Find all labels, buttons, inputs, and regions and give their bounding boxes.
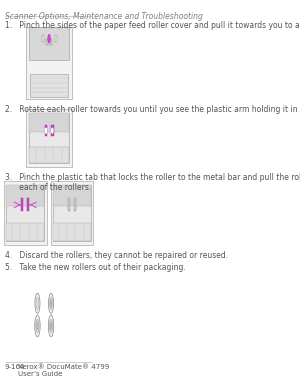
Text: User’s Guide: User’s Guide xyxy=(19,371,63,377)
Circle shape xyxy=(37,323,38,329)
FancyBboxPatch shape xyxy=(4,181,47,245)
FancyBboxPatch shape xyxy=(27,199,29,211)
FancyBboxPatch shape xyxy=(7,185,44,241)
FancyBboxPatch shape xyxy=(29,113,69,163)
Circle shape xyxy=(48,315,54,337)
Circle shape xyxy=(50,297,52,310)
Circle shape xyxy=(36,297,39,310)
Text: 9-164: 9-164 xyxy=(5,364,25,370)
FancyBboxPatch shape xyxy=(53,185,91,206)
Text: 3.   Pinch the plastic tab that locks the roller to the metal bar and pull the r: 3. Pinch the plastic tab that locks the … xyxy=(5,173,300,192)
Circle shape xyxy=(36,319,39,333)
FancyBboxPatch shape xyxy=(51,125,54,136)
Text: 1.   Pinch the sides of the paper feed roller cover and pull it towards you to a: 1. Pinch the sides of the paper feed rol… xyxy=(5,21,300,30)
FancyBboxPatch shape xyxy=(46,39,52,45)
Text: Xerox® DocuMate® 4799: Xerox® DocuMate® 4799 xyxy=(19,364,110,370)
FancyBboxPatch shape xyxy=(21,199,23,211)
FancyBboxPatch shape xyxy=(68,199,70,211)
Circle shape xyxy=(35,293,40,314)
Circle shape xyxy=(50,323,52,329)
FancyBboxPatch shape xyxy=(29,147,69,163)
Text: Scanner Options, Maintenance and Troubleshooting: Scanner Options, Maintenance and Trouble… xyxy=(5,12,203,21)
Circle shape xyxy=(52,128,53,133)
FancyBboxPatch shape xyxy=(74,199,76,211)
FancyBboxPatch shape xyxy=(29,113,69,132)
FancyBboxPatch shape xyxy=(26,109,72,167)
FancyBboxPatch shape xyxy=(30,74,68,97)
FancyBboxPatch shape xyxy=(26,27,72,99)
Circle shape xyxy=(49,293,54,314)
FancyBboxPatch shape xyxy=(42,35,44,42)
FancyBboxPatch shape xyxy=(45,125,47,136)
FancyBboxPatch shape xyxy=(7,185,44,206)
FancyBboxPatch shape xyxy=(7,223,44,241)
FancyBboxPatch shape xyxy=(53,223,91,241)
Text: 2.   Rotate each roller towards you until you see the plastic arm holding it in : 2. Rotate each roller towards you until … xyxy=(5,105,300,114)
FancyBboxPatch shape xyxy=(53,185,91,241)
FancyBboxPatch shape xyxy=(29,27,69,60)
FancyBboxPatch shape xyxy=(55,35,56,42)
Circle shape xyxy=(48,35,50,43)
Circle shape xyxy=(35,315,40,337)
Circle shape xyxy=(50,319,53,333)
Circle shape xyxy=(50,301,52,306)
Text: 5.   Take the new rollers out of their packaging.: 5. Take the new rollers out of their pac… xyxy=(5,263,186,272)
Circle shape xyxy=(45,128,46,133)
FancyBboxPatch shape xyxy=(51,181,93,245)
Text: 4.   Discard the rollers, they cannot be repaired or reused.: 4. Discard the rollers, they cannot be r… xyxy=(5,251,228,260)
